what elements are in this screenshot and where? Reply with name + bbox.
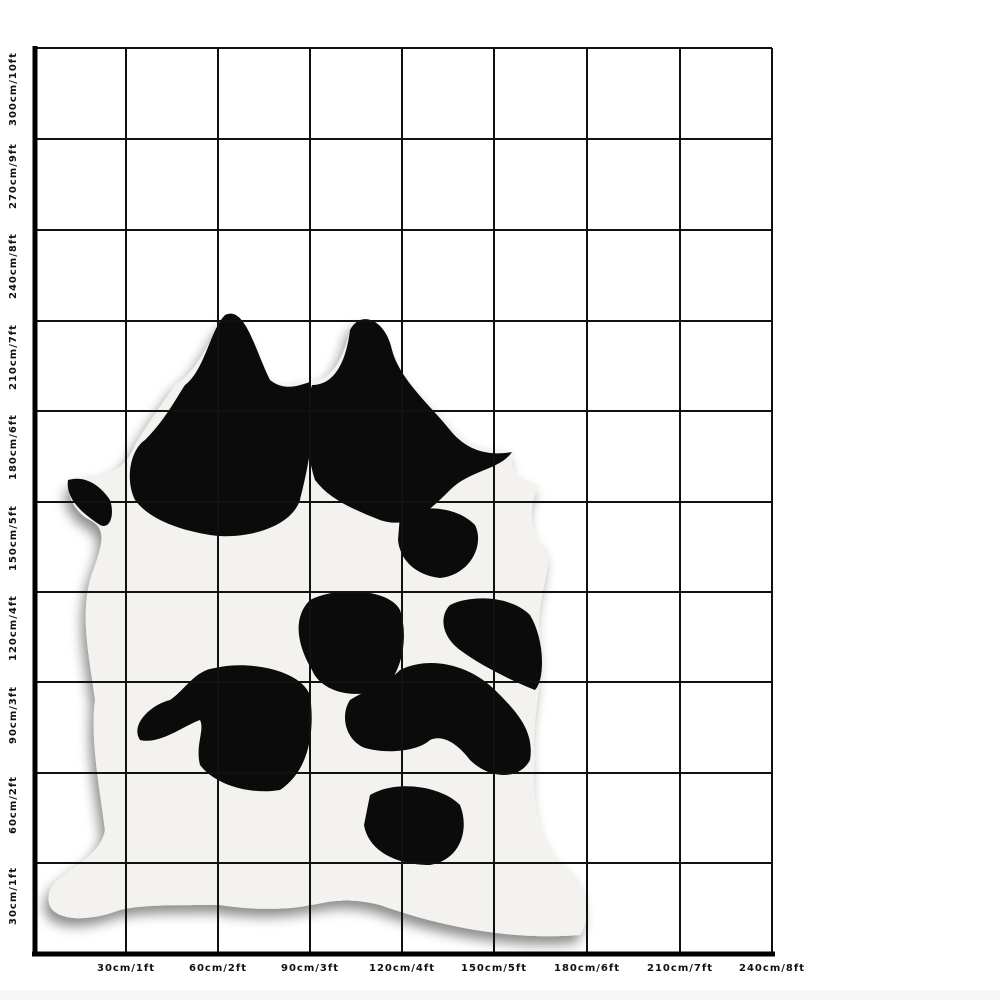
y-axis-label: 120cm/4ft bbox=[8, 595, 19, 661]
grid-lines bbox=[34, 47, 773, 954]
x-axis-label: 180cm/6ft bbox=[554, 963, 620, 974]
y-axis-label: 60cm/2ft bbox=[8, 776, 19, 835]
x-axis-label: 60cm/2ft bbox=[188, 963, 248, 974]
x-axis-label: 30cm/1ft bbox=[96, 963, 156, 974]
x-axis-label: 240cm/8ft bbox=[739, 963, 805, 974]
y-axis-label: 240cm/8ft bbox=[8, 233, 19, 299]
y-axis-label: 300cm/10ft bbox=[8, 52, 19, 126]
y-axis-label: 90cm/3ft bbox=[8, 685, 19, 744]
x-axis-label: 150cm/5ft bbox=[461, 963, 527, 974]
x-axis-label: 120cm/4ft bbox=[369, 963, 435, 974]
cowhide-rug bbox=[48, 313, 587, 937]
y-axis-label: 210cm/7ft bbox=[8, 323, 19, 390]
footer-strip bbox=[0, 990, 1000, 1000]
y-axis-label: 180cm/6ft bbox=[8, 414, 19, 480]
y-axis-label: 30cm/1ft bbox=[8, 866, 19, 925]
x-axis-label: 210cm/7ft bbox=[647, 963, 713, 974]
x-axis-label: 90cm/3ft bbox=[280, 963, 340, 974]
hide-spots bbox=[67, 313, 542, 865]
y-axis-label: 270cm/9ft bbox=[8, 142, 19, 209]
y-axis-label: 150cm/5ft bbox=[8, 504, 19, 571]
